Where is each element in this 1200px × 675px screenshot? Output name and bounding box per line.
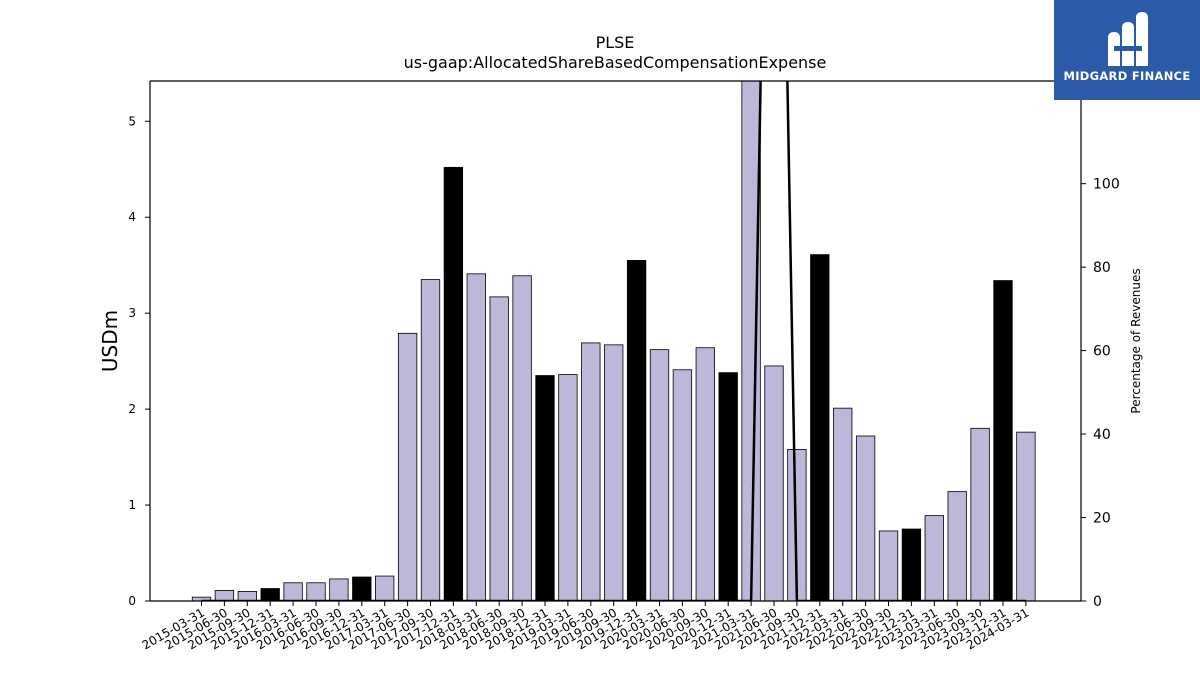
y-tick-label: 0	[128, 594, 136, 608]
bar	[833, 407, 853, 602]
bar	[329, 578, 349, 602]
bar	[604, 344, 624, 602]
chart-subtitle: us-gaap:AllocatedShareBasedCompensationE…	[404, 53, 827, 72]
bar	[947, 491, 967, 602]
bar	[649, 349, 670, 602]
y2-tick-label: 100	[1093, 177, 1120, 193]
bar	[535, 375, 555, 602]
bar	[855, 435, 876, 602]
bar	[764, 365, 784, 602]
bar	[970, 427, 990, 602]
bar	[901, 528, 922, 602]
bar	[512, 275, 532, 602]
brand-logo: MIDGARD FINANCE	[1054, 0, 1200, 100]
bar	[741, 80, 761, 602]
bar	[581, 342, 601, 602]
y2-tick-label: 40	[1093, 427, 1111, 443]
bar	[695, 347, 715, 602]
bar	[466, 273, 486, 602]
bar	[352, 576, 372, 602]
bar	[420, 279, 441, 602]
bar	[443, 166, 464, 602]
y-tick-label: 3	[128, 306, 136, 320]
bar	[1016, 431, 1036, 602]
y-tick-label: 2	[128, 402, 136, 416]
y2-tick-label: 20	[1093, 511, 1111, 527]
y-tick-label: 5	[128, 114, 136, 128]
bar	[558, 374, 578, 602]
bar	[237, 591, 257, 602]
bar	[283, 582, 303, 602]
chart-title: PLSE	[596, 33, 635, 52]
bar	[810, 254, 830, 602]
logo-mark-icon	[1108, 12, 1148, 66]
bar	[718, 372, 738, 602]
bar	[489, 296, 509, 602]
bar	[214, 590, 235, 602]
bar	[375, 575, 395, 602]
y-axis-label: USDm	[98, 310, 122, 372]
y-tick-label: 1	[128, 498, 136, 512]
y2-tick-label: 0	[1093, 594, 1102, 610]
y-tick-label: 4	[128, 210, 136, 224]
y2-axis-label: Percentage of Revenues	[1129, 268, 1143, 413]
bar	[924, 515, 944, 602]
bar	[260, 588, 280, 602]
bar	[306, 582, 326, 602]
axes-group: 0123450204060801002015-03-312015-06-3020…	[128, 80, 1120, 652]
bars-group	[191, 80, 1036, 602]
bar	[626, 260, 647, 602]
bar	[397, 332, 418, 602]
bar	[993, 280, 1013, 602]
bar	[878, 530, 899, 602]
y2-tick-label: 60	[1093, 344, 1111, 360]
bar	[672, 369, 693, 602]
y2-tick-label: 80	[1093, 260, 1111, 276]
logo-text: MIDGARD FINANCE	[1063, 69, 1191, 83]
